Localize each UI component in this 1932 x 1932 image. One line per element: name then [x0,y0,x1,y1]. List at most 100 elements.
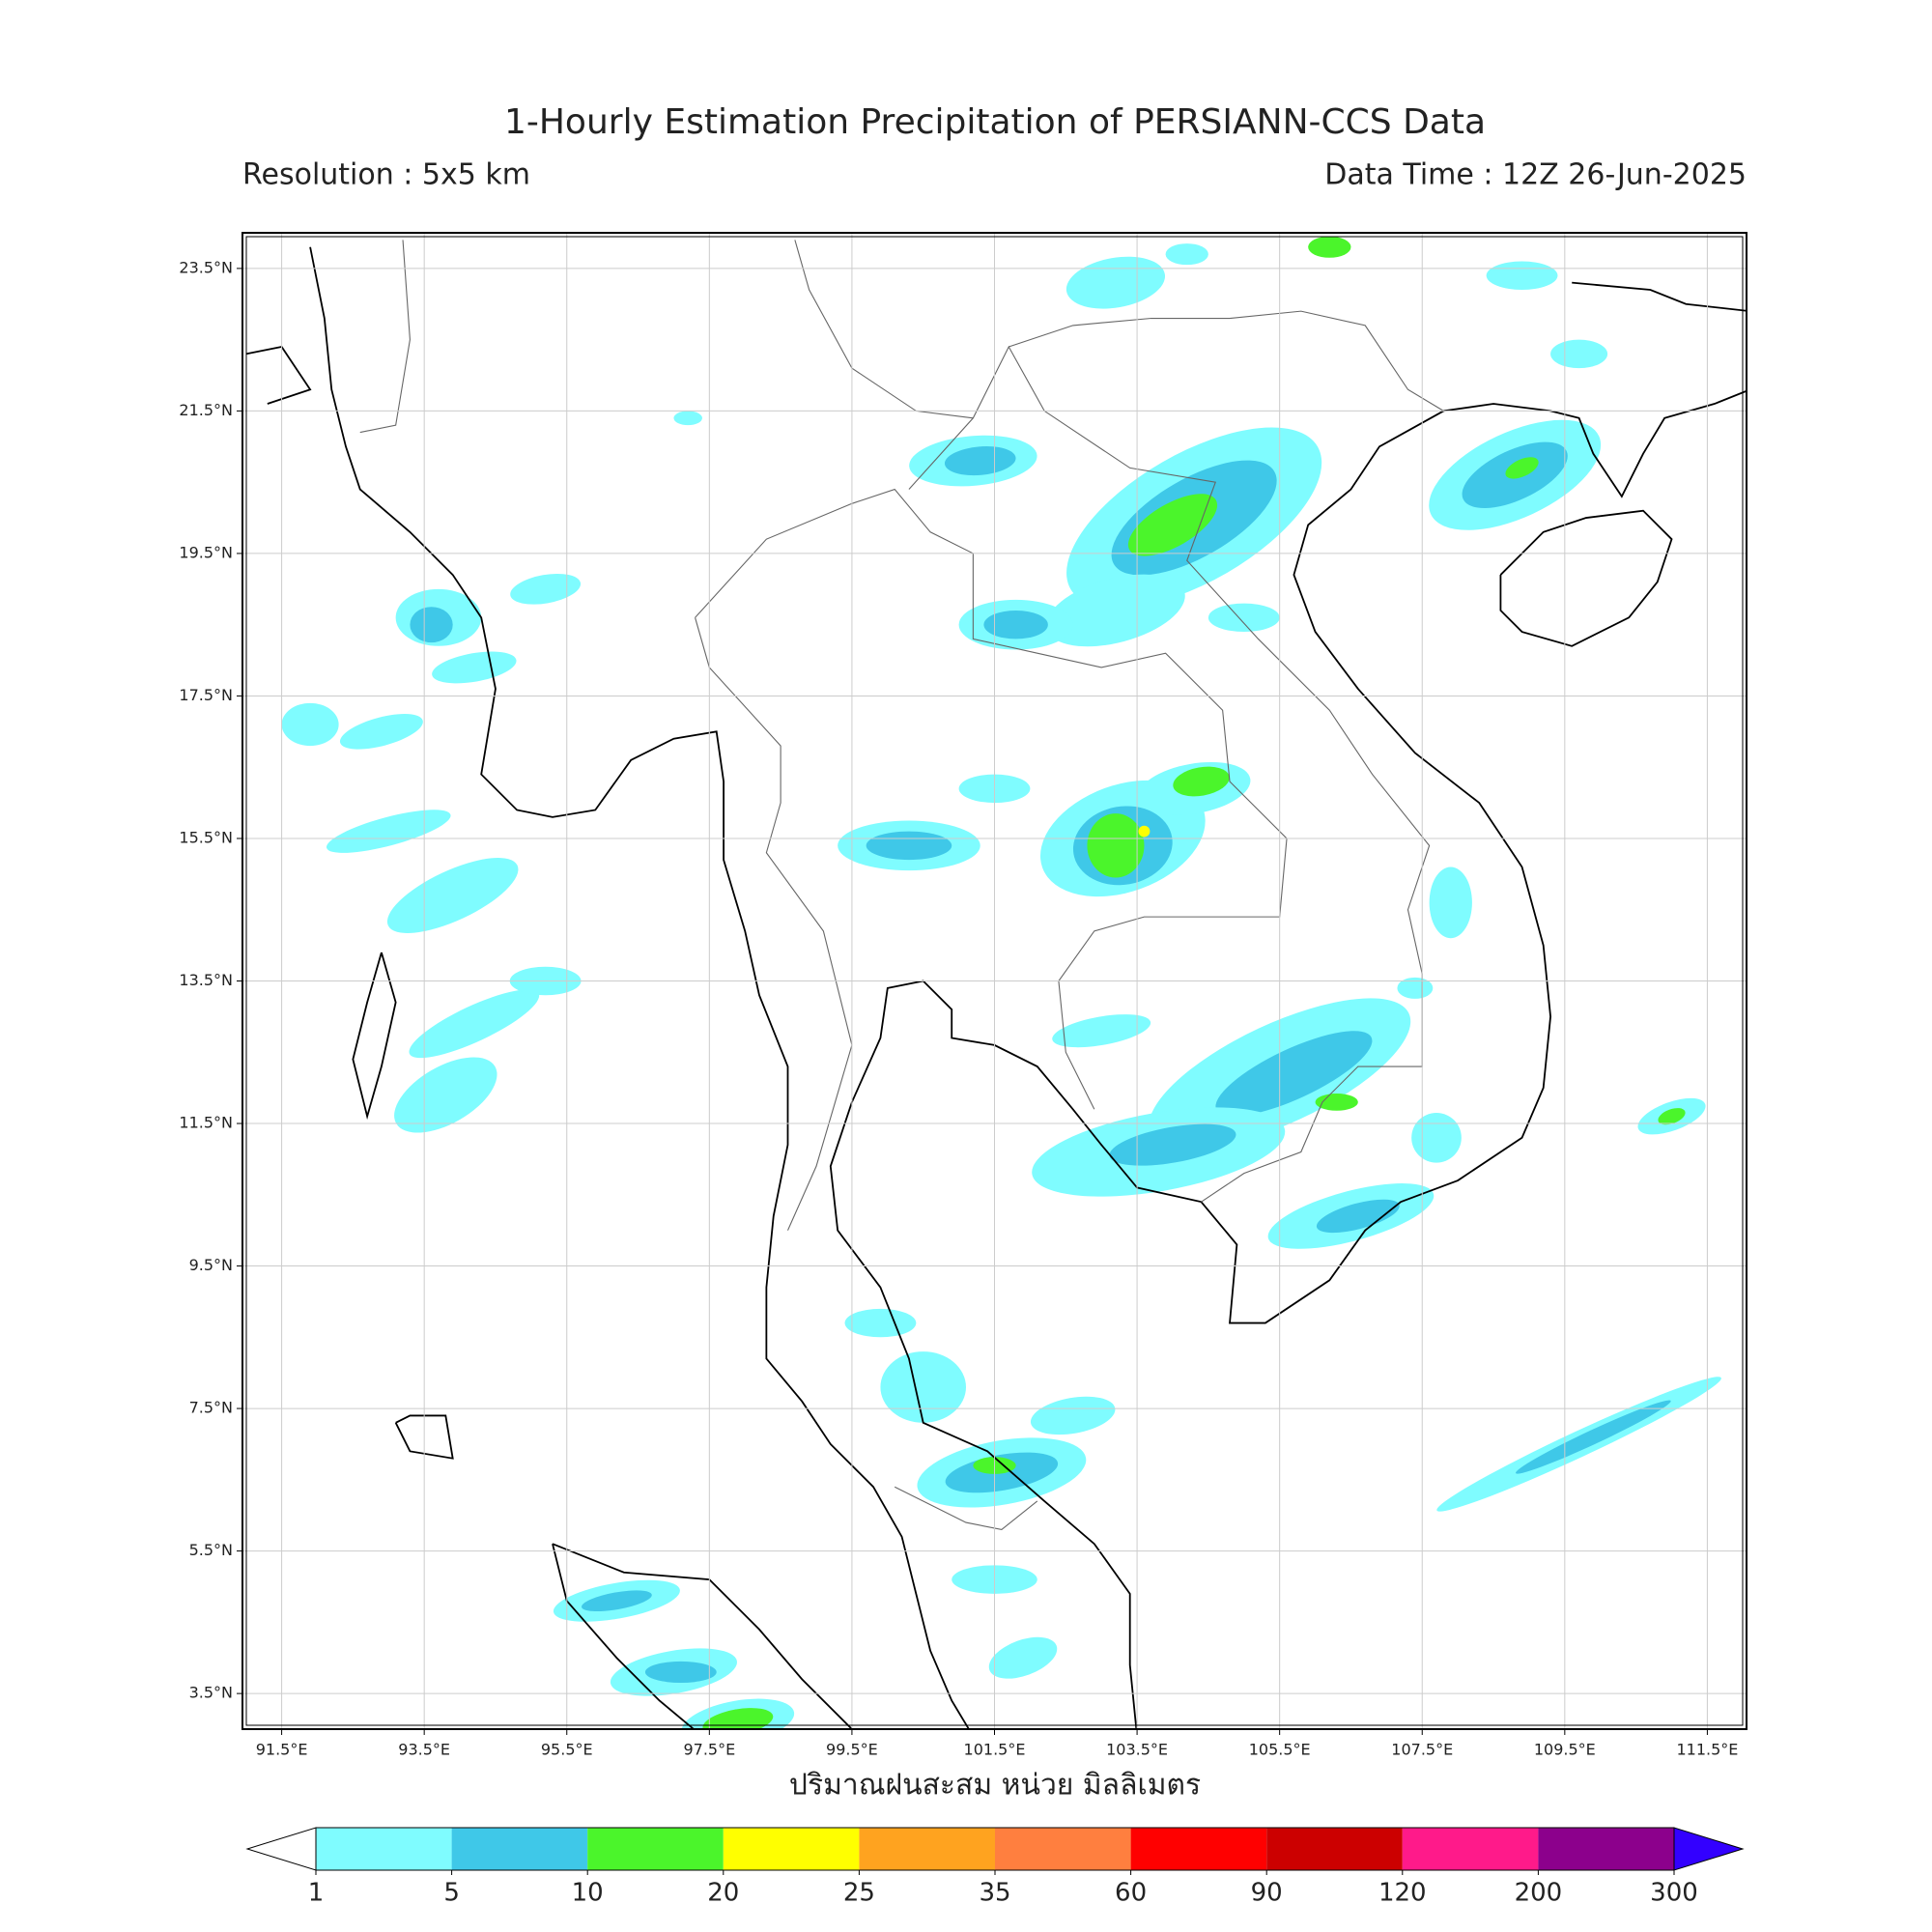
rain-area [1316,1199,1400,1234]
colorbar-label: 25 [843,1879,875,1908]
rain-area [1550,339,1608,369]
colorbar-segment [723,1828,860,1870]
colorbar-segment [1266,1828,1403,1870]
rain-area [988,1636,1058,1679]
colorbar-label: 20 [707,1879,739,1908]
coastline [552,1543,854,1729]
colorbar-label: 120 [1378,1879,1427,1908]
rain-area [1505,457,1539,479]
title: 1-Hourly Estimation Precipitation of PER… [504,102,1486,142]
lat-tick-label: 19.5°N [179,543,233,561]
rain-area [866,831,952,861]
data-time: Data Time : 12Z 26-Jun-2025 [1324,158,1747,192]
lon-tick-label: 109.5°E [1534,1741,1596,1759]
x-label: ปริมาณฝนสะสม หน่วย มิลลิเมตร [789,1769,1201,1803]
lon-tick-label: 93.5°E [398,1741,450,1759]
rain-area [386,858,519,933]
lat-tick-label: 5.5°N [189,1541,233,1559]
rain-area [1486,261,1558,290]
lat-tick-label: 21.5°N [179,401,233,419]
rain-area [1165,243,1208,266]
lat-tick-label: 23.5°N [179,258,233,276]
rain-area [1087,813,1145,878]
lat-tick-label: 15.5°N [179,828,233,846]
lon-tick-label: 111.5°E [1676,1741,1738,1759]
lon-tick-label: 95.5°E [541,1741,593,1759]
lat-tick-label: 13.5°N [179,971,233,989]
lon-tick-label: 91.5°E [256,1741,308,1759]
rain-area [983,610,1048,639]
colorbar-label: 1 [308,1879,325,1908]
map-content [245,236,1747,1729]
rain-area [1030,1396,1116,1435]
rain-area [1658,1108,1686,1125]
rain-area [1052,1014,1151,1048]
colorbar-label: 200 [1515,1879,1563,1908]
rain-area [1065,256,1166,309]
coastline [245,346,312,405]
rain-area [844,1308,917,1338]
border [695,617,853,1231]
colorbar-segment [995,1828,1131,1870]
border [695,488,1288,1110]
coastline [352,952,397,1121]
rain-area [1127,494,1218,556]
lat-tick-label: 11.5°N [179,1114,233,1132]
rain-area [944,446,1016,476]
colorbar-under [245,1827,317,1871]
coastline [1499,509,1673,647]
rain-area [409,989,540,1059]
map-frame-inner [245,236,1744,1726]
map-frame [242,232,1747,1730]
rain-area [327,810,451,853]
rain-area [281,702,339,747]
map: 91.5°E 93.5°E 95.5°E 97.5°E 99.5°E 101.5°E 103… [179,232,1747,1759]
rain-area [1046,574,1185,647]
rain-area [1315,1094,1358,1111]
rain-area [1173,766,1230,797]
rain-area [410,607,453,643]
lat-tick-label: 3.5°N [189,1684,233,1702]
rain-area [1215,1031,1373,1117]
rain-area [1516,1400,1671,1474]
rain-area [1411,1112,1462,1163]
lat-tick-label: 9.5°N [189,1256,233,1274]
lon-tick-label: 103.5°E [1106,1741,1168,1759]
colorbar-label: 5 [443,1879,460,1908]
coastline [309,246,970,1729]
lon-tick-label: 101.5°E [964,1741,1026,1759]
colorbar-label: 90 [1251,1879,1283,1908]
resolution: Resolution : 5x5 km [242,158,530,192]
rain-area [1109,1123,1236,1166]
colorbar-label: 300 [1650,1879,1698,1908]
colorbar-over [1673,1827,1745,1871]
rain-area [1397,977,1434,999]
rain-area [394,1057,497,1133]
colorbar-segment [451,1828,588,1870]
colorbar-segment [1402,1828,1539,1870]
rain-area [1208,603,1280,633]
rain-area [432,651,517,684]
coastline [394,1414,454,1460]
rain-area [510,573,582,605]
lat-tick-label: 7.5°N [189,1399,233,1417]
coastline [1572,281,1747,312]
rain-area [880,1351,966,1423]
rain-area [582,1590,652,1612]
border [1009,310,1444,412]
border [894,1486,1038,1531]
border [794,240,974,419]
border [359,240,411,434]
colorbar-segment [316,1828,452,1870]
colorbar-segment [859,1828,995,1870]
coastline [552,1544,696,1729]
lon-tick-label: 107.5°E [1391,1741,1453,1759]
colorbar-label: 60 [1115,1879,1147,1908]
rain-area [1308,236,1351,258]
colorbar-label: 35 [979,1879,1010,1908]
lon-tick-label: 99.5°E [826,1741,878,1759]
rain-area [644,1661,717,1684]
lon-tick-label: 97.5°E [683,1741,735,1759]
